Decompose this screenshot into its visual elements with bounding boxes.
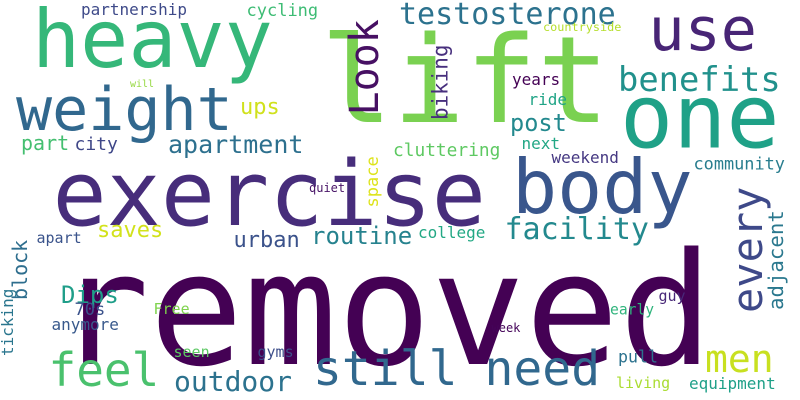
word-pull: pull bbox=[618, 347, 658, 367]
word-body: body bbox=[512, 143, 693, 231]
word-quiet: quiet bbox=[309, 181, 346, 195]
word-outdoor: outdoor bbox=[174, 365, 293, 398]
word-every: every bbox=[723, 186, 772, 313]
word-countryside: countryside bbox=[543, 20, 622, 34]
word-years: years bbox=[512, 70, 561, 89]
word-lift: lift bbox=[320, 12, 610, 151]
word-adjacent: adjacent bbox=[764, 210, 788, 310]
word-dips: Dips bbox=[61, 281, 119, 309]
word-ride: ride bbox=[528, 90, 568, 109]
word-apart: apart bbox=[36, 229, 82, 247]
word-early: early bbox=[610, 301, 655, 319]
word-college: college bbox=[418, 223, 486, 242]
word-facility: facility bbox=[504, 212, 650, 247]
word-part: part bbox=[21, 131, 70, 155]
word-benefits: benefits bbox=[618, 60, 781, 99]
word-seen: seen bbox=[173, 343, 210, 361]
word-heavy: heavy bbox=[32, 0, 273, 86]
word-space: space bbox=[363, 156, 383, 208]
word-partnership: partnership bbox=[81, 0, 187, 19]
word-will: will bbox=[130, 79, 155, 90]
word-next: next bbox=[521, 134, 561, 153]
word-ticking: ticking bbox=[0, 288, 17, 356]
word-cycling: cycling bbox=[246, 1, 319, 21]
word-biking: biking bbox=[428, 44, 453, 120]
word-weekend: weekend bbox=[551, 148, 619, 167]
word-look: Look bbox=[342, 19, 388, 116]
word-testosterone: testosterone bbox=[399, 0, 616, 32]
word-week: week bbox=[491, 321, 521, 335]
word-city: city bbox=[74, 134, 118, 155]
word-exercise: exercise bbox=[52, 142, 486, 247]
word-apartment: apartment bbox=[168, 130, 304, 159]
word-one: one bbox=[620, 65, 780, 169]
word-urban: urban bbox=[233, 228, 300, 253]
word-saves: saves bbox=[97, 218, 164, 243]
word-living: living bbox=[616, 374, 671, 392]
word-anymore: anymore bbox=[51, 315, 119, 334]
word-community: community bbox=[693, 153, 785, 174]
word-need: need bbox=[484, 341, 601, 397]
word-free: Free bbox=[153, 300, 190, 318]
word-cluttering: cluttering bbox=[393, 140, 501, 161]
word-70s: 70s bbox=[74, 300, 106, 320]
word-guy: guy bbox=[658, 287, 686, 305]
word-removed: removed bbox=[55, 219, 713, 400]
word-post: post bbox=[510, 109, 567, 137]
word-feel: feel bbox=[48, 343, 160, 397]
word-equipment: equipment bbox=[689, 374, 776, 393]
word-ups: ups bbox=[240, 95, 280, 120]
word-men: men bbox=[705, 337, 774, 381]
word-weight: weight bbox=[16, 75, 233, 145]
word-routine: routine bbox=[311, 222, 413, 250]
word-gyms: gyms bbox=[257, 343, 294, 361]
word-still: still bbox=[313, 341, 458, 397]
word-use: use bbox=[648, 0, 757, 65]
